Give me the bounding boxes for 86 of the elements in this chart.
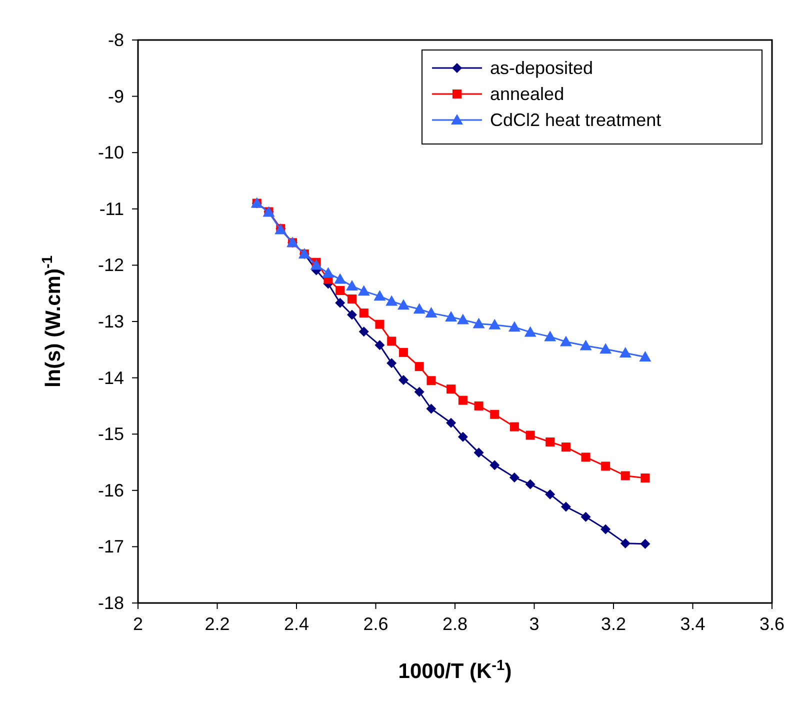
x-tick-label: 2.6 bbox=[363, 614, 388, 634]
point bbox=[508, 321, 520, 332]
point bbox=[456, 314, 469, 324]
point bbox=[490, 410, 500, 419]
point bbox=[561, 442, 570, 452]
point bbox=[414, 362, 424, 372]
y-tick-label: -18 bbox=[98, 593, 124, 613]
y-tick-label: -11 bbox=[99, 198, 124, 219]
point bbox=[346, 310, 357, 320]
point bbox=[414, 386, 424, 397]
point bbox=[619, 347, 632, 358]
point bbox=[490, 460, 500, 470]
point bbox=[488, 318, 501, 330]
y-tick-label: -17 bbox=[98, 536, 124, 557]
point bbox=[358, 285, 370, 296]
x-tick-label: 3.4 bbox=[680, 614, 706, 634]
point bbox=[620, 471, 630, 480]
point bbox=[510, 422, 519, 432]
point bbox=[398, 348, 408, 357]
point bbox=[580, 340, 592, 350]
y-tick-label: -12 bbox=[98, 255, 124, 276]
y-tick-label: -15 bbox=[98, 424, 124, 444]
point bbox=[640, 538, 650, 549]
point bbox=[310, 259, 322, 270]
point bbox=[426, 376, 436, 386]
y-tick-label: -8 bbox=[108, 30, 124, 50]
legend-label: annealed bbox=[490, 84, 564, 104]
legend-label: as-deposited bbox=[490, 58, 594, 78]
x-tick-label: 2.8 bbox=[442, 614, 468, 634]
point bbox=[386, 295, 398, 306]
point bbox=[387, 336, 396, 346]
point bbox=[426, 404, 436, 414]
y-tick-label: -13 bbox=[98, 312, 124, 332]
point bbox=[375, 320, 384, 329]
legend-label: CdCl2 heat treatment bbox=[490, 110, 662, 130]
x-tick-label: 3.6 bbox=[759, 614, 785, 634]
point bbox=[397, 299, 410, 310]
point bbox=[600, 343, 612, 354]
point bbox=[524, 326, 536, 337]
point bbox=[640, 474, 650, 483]
y-tick-label: -16 bbox=[98, 480, 124, 500]
point bbox=[359, 308, 368, 318]
x-axis-title: 1000/T (K$^{-1}$) bbox=[398, 658, 512, 683]
point bbox=[446, 384, 456, 394]
point bbox=[358, 326, 369, 337]
point bbox=[581, 452, 590, 462]
point bbox=[398, 375, 408, 386]
x-tick-label: 2 bbox=[132, 614, 144, 634]
point bbox=[526, 430, 535, 440]
point bbox=[639, 350, 652, 362]
point bbox=[560, 336, 572, 346]
point bbox=[472, 318, 485, 328]
point bbox=[474, 401, 484, 410]
point bbox=[334, 273, 346, 284]
point bbox=[386, 358, 397, 368]
point bbox=[347, 294, 356, 304]
point bbox=[458, 396, 468, 405]
point bbox=[425, 307, 438, 318]
point bbox=[601, 462, 610, 471]
point bbox=[336, 286, 345, 296]
point bbox=[374, 290, 386, 301]
point bbox=[620, 538, 630, 548]
point bbox=[446, 418, 456, 428]
x-tick-label: 3 bbox=[529, 614, 540, 634]
y-tick-label: -9 bbox=[108, 86, 124, 106]
point bbox=[600, 524, 611, 534]
point bbox=[322, 267, 334, 278]
y-tick-label: -10 bbox=[98, 142, 124, 163]
point bbox=[546, 437, 555, 446]
point bbox=[525, 479, 536, 490]
point bbox=[580, 512, 591, 522]
point bbox=[509, 472, 520, 482]
x-tick-label: 3.2 bbox=[600, 614, 626, 634]
point bbox=[346, 280, 358, 291]
y-tick-label: -14 bbox=[98, 368, 124, 388]
point bbox=[374, 340, 385, 350]
point bbox=[544, 330, 556, 342]
point bbox=[458, 432, 468, 442]
x-tick-label: 2.2 bbox=[204, 614, 230, 634]
point bbox=[335, 298, 346, 308]
point bbox=[545, 489, 556, 500]
point bbox=[445, 310, 458, 322]
point bbox=[560, 502, 571, 512]
point bbox=[474, 448, 484, 458]
x-tick-label: 2.4 bbox=[284, 614, 310, 634]
point bbox=[413, 303, 426, 314]
